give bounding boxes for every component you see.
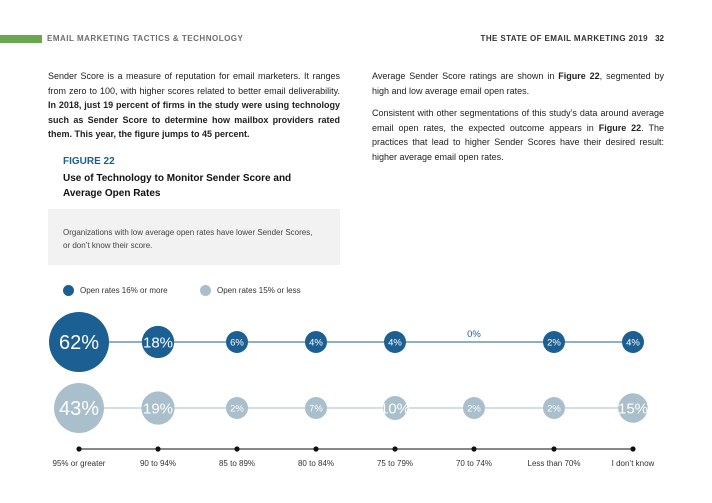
x-tick-label: I don’t know	[612, 459, 655, 468]
legend-label-low: Open rates 15% or less	[217, 285, 301, 295]
figure-reference: Figure 22	[598, 122, 642, 133]
x-tick-label: Less than 70%	[528, 459, 581, 468]
bubble-point	[618, 393, 648, 423]
bubble-point	[543, 397, 565, 419]
bubble-point	[141, 325, 175, 359]
bubble-data-label: 2%	[467, 403, 481, 414]
bubble-point	[54, 383, 104, 433]
body-column-left: Sender Score is a measure of reputation …	[48, 69, 340, 150]
bubble-data-label: 18%	[143, 334, 173, 351]
axis-tick-dot	[392, 446, 398, 452]
x-tick-label: 85 to 89%	[219, 459, 255, 468]
bubble-point	[49, 312, 109, 372]
bubble-point	[226, 331, 248, 353]
bubble-point	[622, 331, 644, 353]
figure-reference: Figure 22	[558, 71, 600, 81]
bubble-data-label: 4%	[388, 337, 402, 348]
figure-callout-text: Organizations with low average open rate…	[63, 228, 313, 250]
axis-tick-dot	[471, 446, 477, 452]
bubble-data-label: 62%	[59, 332, 99, 354]
axis-tick-dot	[630, 446, 636, 452]
bubble-point	[141, 391, 175, 425]
bubble-point	[305, 331, 327, 353]
bubble-data-label: 15%	[618, 400, 648, 417]
legend-item-low: Open rates 15% or less	[200, 283, 301, 297]
figure-label: FIGURE 22	[63, 156, 115, 167]
x-tick-label: 95% or greater	[53, 459, 106, 468]
right-p2-text: Consistent with other segmentations of t…	[372, 108, 664, 133]
right-p1-text-end: , segmented by high and low average emai…	[372, 71, 665, 96]
legend-swatch-low	[200, 284, 211, 296]
bubble-data-label: 10%	[380, 400, 410, 417]
page-number: 32	[655, 34, 664, 43]
right-paragraph-1: Average Sender Score ratings are shown i…	[372, 69, 664, 98]
bubble-data-label: 4%	[626, 337, 640, 348]
header-section-title: EMAIL MARKETING TACTICS & TECHNOLOGY	[47, 34, 244, 43]
right-p2-text-end: . The practices that lead to higher Send…	[372, 122, 664, 162]
sender-score-paragraph: Sender Score is a measure of reputation …	[48, 69, 340, 142]
right-p1-text: Average Sender Score ratings are shown i…	[372, 71, 559, 81]
bubble-data-label: 7%	[309, 403, 323, 414]
sender-score-highlight: In 2018, just 19 percent of firms in the…	[48, 100, 340, 139]
bubble-point	[226, 397, 248, 419]
bubble-data-label: 2%	[547, 403, 561, 414]
bubble-data-label: 2%	[230, 403, 244, 414]
x-tick-label: 90 to 94%	[140, 459, 176, 468]
axis-tick-dot	[234, 446, 240, 452]
bubble-data-label: 4%	[309, 337, 323, 348]
right-paragraph-2: Consistent with other segmentations of t…	[372, 106, 664, 164]
axis-tick-dot	[76, 446, 82, 452]
bubble-data-label: 2%	[547, 337, 561, 348]
body-column-right: Average Sender Score ratings are shown i…	[372, 69, 664, 172]
bubble-point	[382, 395, 408, 421]
legend-item-high: Open rates 16% or more	[63, 283, 168, 297]
bubble-data-label: 0%	[467, 329, 481, 340]
legend-label-high: Open rates 16% or more	[80, 285, 168, 295]
x-tick-label: 75 to 79%	[377, 459, 413, 468]
bubble-point	[305, 397, 327, 419]
axis-tick-dot	[313, 446, 319, 452]
sender-score-definition: Sender Score is a measure of reputation …	[48, 71, 340, 96]
bubble-data-label: 6%	[230, 337, 244, 348]
header-accent-bar	[0, 35, 42, 43]
bubble-point	[463, 397, 485, 419]
header-report-title: THE STATE OF EMAIL MARKETING 2019	[480, 34, 648, 43]
bubble-point	[543, 331, 565, 353]
bubble-chart: 62% 18% 6% 4% 4% 0% 2% 4% 43% 19% 2% 7% 10% 2% 2% 15% 95…	[49, 312, 655, 468]
x-tick-label: 80 to 84%	[298, 459, 334, 468]
bubble-point	[384, 331, 406, 353]
bubble-data-label: 43%	[59, 398, 99, 420]
bubble-data-label: 19%	[143, 400, 173, 417]
figure-title: Use of Technology to Monitor Sender Scor…	[63, 173, 292, 199]
figure-callout-box: Organizations with low average open rate…	[48, 209, 340, 265]
axis-tick-dot	[155, 446, 161, 452]
axis-tick-dot	[551, 446, 557, 452]
legend-swatch-high	[63, 284, 74, 296]
x-tick-label: 70 to 74%	[456, 459, 492, 468]
